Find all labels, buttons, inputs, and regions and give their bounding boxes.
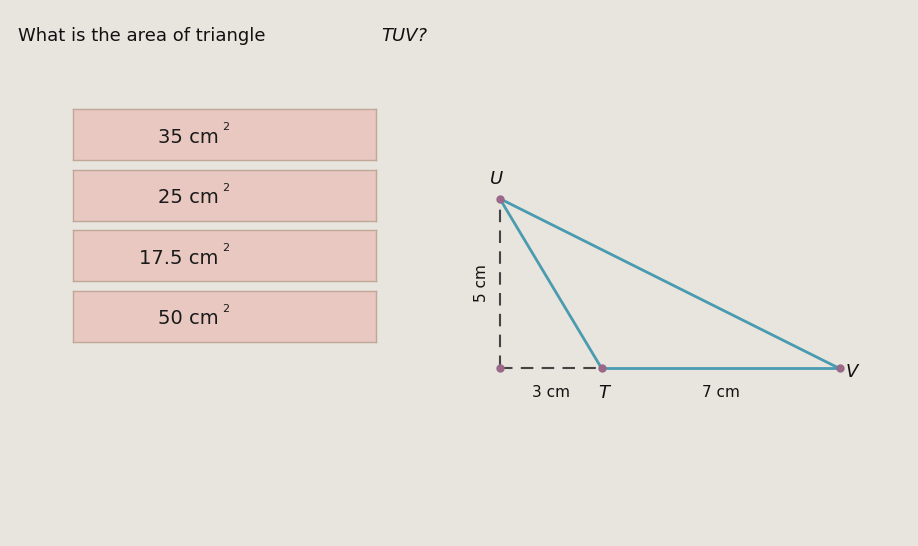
Text: TUV?: TUV?: [381, 27, 427, 45]
Text: 7 cm: 7 cm: [701, 385, 740, 400]
Text: 5 cm: 5 cm: [474, 265, 488, 302]
Text: 3 cm: 3 cm: [532, 385, 570, 400]
Text: 2: 2: [222, 122, 229, 132]
Text: T: T: [598, 384, 609, 402]
Text: V: V: [845, 363, 858, 381]
Text: 50 cm: 50 cm: [158, 310, 218, 329]
Text: What is the area of triangle: What is the area of triangle: [18, 27, 272, 45]
Text: 2: 2: [222, 304, 229, 314]
Text: 25 cm: 25 cm: [158, 188, 218, 207]
Text: 35 cm: 35 cm: [158, 128, 218, 147]
Text: 2: 2: [222, 182, 229, 193]
Text: 2: 2: [222, 243, 229, 253]
Text: 17.5 cm: 17.5 cm: [140, 249, 218, 268]
Text: U: U: [490, 170, 503, 188]
